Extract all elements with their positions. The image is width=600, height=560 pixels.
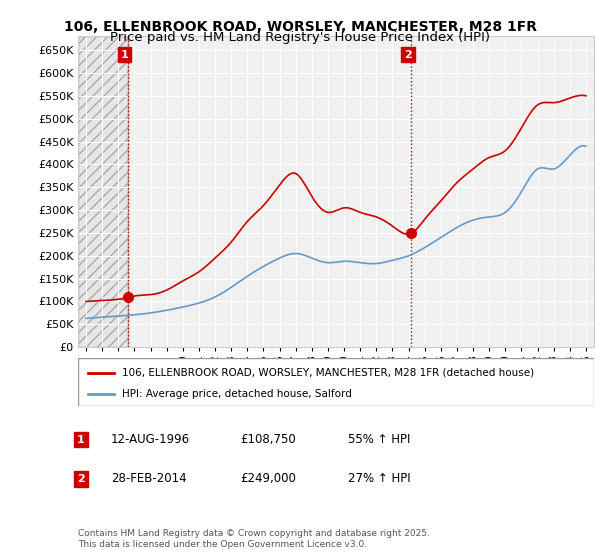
Bar [78, 36, 128, 347]
Text: Contains HM Land Registry data © Crown copyright and database right 2025.
This d: Contains HM Land Registry data © Crown c… [78, 529, 430, 549]
Text: 106, ELLENBROOK ROAD, WORSLEY, MANCHESTER, M28 1FR (detached house): 106, ELLENBROOK ROAD, WORSLEY, MANCHESTE… [122, 368, 534, 377]
Text: £108,750: £108,750 [240, 433, 296, 446]
Bar [78, 36, 128, 347]
Text: 28-FEB-2014: 28-FEB-2014 [111, 472, 187, 486]
Text: 27% ↑ HPI: 27% ↑ HPI [348, 472, 410, 486]
Text: Price paid vs. HM Land Registry's House Price Index (HPI): Price paid vs. HM Land Registry's House … [110, 31, 490, 44]
Text: 1: 1 [77, 435, 85, 445]
Text: 2: 2 [77, 474, 85, 484]
Text: 55% ↑ HPI: 55% ↑ HPI [348, 433, 410, 446]
Text: 2: 2 [404, 50, 412, 60]
Text: 1: 1 [121, 50, 128, 60]
Text: 12-AUG-1996: 12-AUG-1996 [111, 433, 190, 446]
Text: HPI: Average price, detached house, Salford: HPI: Average price, detached house, Salf… [122, 389, 352, 399]
Text: £249,000: £249,000 [240, 472, 296, 486]
Text: 106, ELLENBROOK ROAD, WORSLEY, MANCHESTER, M28 1FR: 106, ELLENBROOK ROAD, WORSLEY, MANCHESTE… [64, 20, 536, 34]
FancyBboxPatch shape [78, 358, 594, 406]
